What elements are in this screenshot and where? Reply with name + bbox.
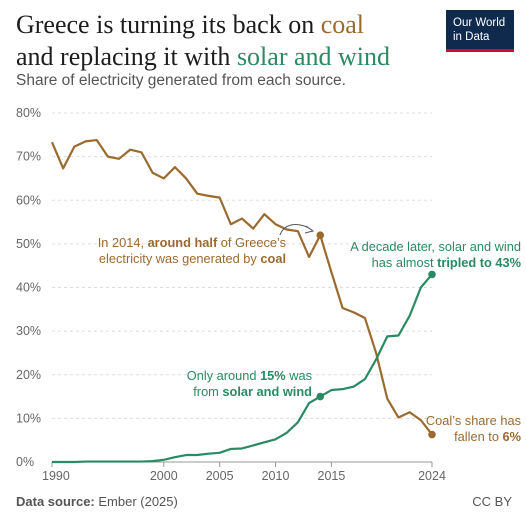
x-tick-label: 2000 [150, 469, 178, 483]
y-tick-label: 50% [16, 237, 41, 251]
y-tick-label: 30% [16, 324, 41, 338]
annotation-coal-2024-line2: fallen to 6% [454, 429, 522, 444]
title-coal: coal [320, 10, 364, 39]
logo-line2: in Data [453, 31, 490, 43]
series-line-coal [50, 138, 433, 436]
annotation-sw-2014-line1-part: was [286, 368, 312, 383]
annotation-arrowhead [304, 225, 315, 234]
license-link[interactable]: CC BY [472, 494, 512, 509]
series-line-solar-and-wind [52, 273, 433, 464]
data-source: Data source: Ember (2025) [16, 494, 178, 509]
chart-subtitle: Share of electricity generated from each… [16, 72, 346, 89]
annotation-sw-2024-line1-part: A decade later, solar and wind [350, 239, 521, 254]
annotation-sw-2014-line2: from solar and wind [193, 384, 312, 399]
y-tick-label: 20% [16, 368, 41, 382]
title-solar: solar and wind [236, 42, 391, 71]
y-tick-label: 80% [16, 106, 41, 120]
y-tick-label: 60% [16, 193, 41, 207]
y-tick-label: 10% [16, 411, 41, 425]
highlight-point [428, 430, 436, 439]
annotation-coal-2014-line2-part: coal [260, 251, 286, 266]
annotation-coal-2014-line1-part: In 2014, [98, 235, 148, 250]
y-tick-label: 70% [16, 150, 41, 164]
annotation-coal-2014-line2: electricity was generated by coal [99, 251, 286, 266]
annotation-sw-2024-line2-part: has almost [372, 255, 437, 270]
x-tick-label: 2010 [262, 469, 290, 483]
annotation-coal-2014-line2-part: electricity was generated by [99, 251, 260, 266]
annotation-coal-2024-line2-part: 6% [503, 429, 522, 444]
y-tick-label: 40% [16, 281, 41, 295]
chart-title: Greece is turning its back on coal and r… [16, 9, 436, 73]
annotation-coal-2014-line1-part: of Greece’s [217, 235, 286, 250]
x-tick-label: 2015 [318, 469, 346, 483]
annotation-coal-2014-line1: In 2014, around half of Greece’s [98, 235, 286, 250]
title-part1: Greece is turning its back on [16, 10, 321, 39]
highlight-point [316, 231, 325, 239]
x-tick-label: 1990 [42, 469, 70, 483]
annotation-sw-2014-line2-part: solar and wind [222, 384, 312, 399]
highlight-point [316, 392, 325, 401]
annotation-sw-2024-line2: has almost tripled to 43% [372, 255, 522, 270]
annotation-coal-2024-line1-part: Coal’s share has [426, 413, 521, 428]
annotation-sw-2014-line2-part: from [193, 384, 222, 399]
highlight-point [428, 270, 436, 279]
annotation-sw-2024-line2-part: tripled to 43% [437, 255, 522, 270]
x-tick-label: 2005 [206, 469, 234, 483]
annotation-sw-2014-line1-part: Only around [187, 368, 260, 383]
annotation-coal-2014-line1-part: around half [148, 235, 218, 250]
data-source-value: Ember (2025) [94, 494, 178, 509]
title-part2: and replacing it with [16, 42, 237, 71]
annotation-coal-2024-line2-part: fallen to [454, 429, 502, 444]
y-tick-label: 0% [16, 455, 34, 469]
owid-logo[interactable]: Our World in Data [446, 10, 514, 52]
annotation-coal-2024-line1: Coal’s share has [426, 413, 521, 428]
data-source-label: Data source: [16, 494, 95, 509]
x-tick-label: 2024 [418, 469, 446, 483]
logo-line1: Our World [453, 17, 506, 29]
annotation-sw-2014-line1-part: 15% [260, 368, 286, 383]
annotation-sw-2024-line1: A decade later, solar and wind [350, 239, 521, 254]
annotation-sw-2014-line1: Only around 15% was [187, 368, 312, 383]
